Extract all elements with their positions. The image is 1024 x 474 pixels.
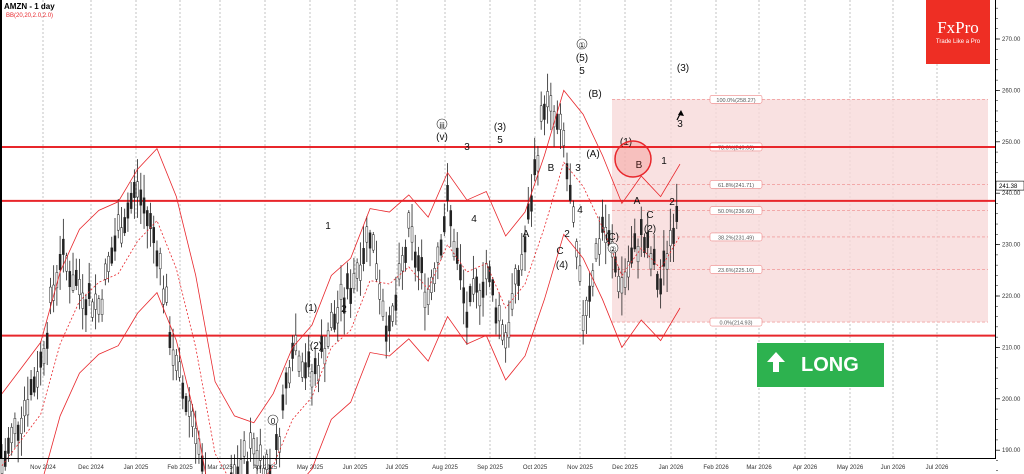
- x-tick-label: Mar 2026: [746, 465, 772, 471]
- y-tick-label: 190.00: [1002, 448, 1021, 454]
- wave-label: 2: [341, 304, 347, 315]
- y-tick-label: 250.00: [1002, 140, 1021, 146]
- fib-label: 23.6%(225.16): [718, 268, 754, 274]
- y-tick-label: 270.00: [1002, 37, 1021, 43]
- wave-label: 0: [271, 417, 276, 426]
- y-tick-label: 260.00: [1002, 88, 1021, 94]
- wave-label: (A): [586, 149, 599, 160]
- wave-label: 3: [677, 119, 683, 130]
- wave-label: (5): [576, 53, 588, 64]
- y-tick-label: 230.00: [1002, 243, 1021, 249]
- plot-border: [0, 0, 996, 459]
- x-tick-label: Mar 2025: [207, 465, 233, 471]
- x-tick-label: May 2026: [837, 465, 864, 471]
- wave-label: B: [636, 160, 643, 171]
- bollinger-band: [43, 233, 681, 474]
- wave-label: (4): [556, 260, 568, 271]
- wave-label: (C): [605, 232, 619, 243]
- wave-label: 5: [497, 135, 503, 146]
- wave-label: (B): [588, 89, 601, 100]
- arrow-up-icon: [767, 352, 785, 378]
- x-tick-label: Sep 2025: [477, 465, 503, 471]
- wave-label: (2): [644, 224, 656, 235]
- wave-label: 2: [669, 197, 675, 208]
- wave-label: (1): [305, 303, 317, 314]
- x-tick-label: Jun 2026: [881, 465, 906, 471]
- wave-label-circle: [576, 38, 588, 50]
- wave-label: 3: [464, 142, 470, 153]
- x-tick-label: Jan 2026: [659, 465, 684, 471]
- x-tick-label: Nov 2024: [30, 465, 56, 471]
- fib-label: 50.0%(236.60): [718, 209, 754, 215]
- wave-label-circle: [436, 118, 448, 130]
- wave-label: 5: [579, 66, 585, 77]
- wave-label-circle: [607, 242, 619, 254]
- x-tick-label: Nov 2025: [567, 465, 593, 471]
- x-tick-label: Jun 2025: [343, 465, 368, 471]
- wave-label: A: [634, 196, 641, 207]
- x-tick-label: Apr 2026: [793, 465, 818, 471]
- x-tick-label: Aug 2025: [432, 465, 458, 471]
- x-tick-label: Apr 2025: [253, 465, 278, 471]
- bollinger-band: [1, 89, 681, 424]
- wave-label: (3): [494, 122, 506, 133]
- x-tick-label: Feb 2026: [703, 465, 729, 471]
- fxpro-logo: FxPro Trade Like a Pro: [926, 0, 990, 64]
- x-tick-label: Oct 2025: [523, 465, 548, 471]
- wave-label: (3): [677, 63, 689, 74]
- long-signal-badge: LONG: [757, 343, 884, 387]
- current-price-label: 241.38: [999, 184, 1018, 190]
- y-tick-label: 210.00: [1002, 345, 1021, 351]
- bollinger-band: [1, 161, 681, 474]
- x-tick-label: Jan 2025: [124, 465, 149, 471]
- wave-label: C: [556, 246, 563, 257]
- wave-label: 4: [577, 205, 583, 216]
- wave-label: ②: [609, 245, 616, 254]
- signal-label: LONG: [801, 353, 859, 376]
- logo-brand: FxPro: [937, 18, 979, 37]
- indicator-label: BB(20,20,2.0,2.0): [6, 13, 54, 19]
- highlight-circle: [614, 140, 652, 178]
- fib-label: 61.8%(241.71): [718, 183, 754, 189]
- chart-title: AMZN - 1 day: [4, 2, 55, 11]
- wave-label: (v): [436, 132, 448, 143]
- x-tick-label: Dec 2024: [78, 465, 104, 471]
- fib-label: 0.0%(214.93): [719, 321, 752, 327]
- fib-label: 100.0%(258.27): [716, 98, 755, 104]
- wave-label: C: [646, 210, 653, 221]
- y-tick-label: 220.00: [1002, 294, 1021, 300]
- wave-label: 1: [661, 156, 667, 167]
- wave-label: B: [548, 163, 555, 174]
- wave-label: 4: [471, 214, 477, 225]
- wave-label: iii: [439, 121, 445, 130]
- x-tick-label: Jul 2026: [926, 465, 949, 471]
- x-tick-label: Jul 2025: [386, 465, 409, 471]
- x-tick-label: May 2025: [297, 465, 324, 471]
- wave-label: ①: [578, 41, 585, 50]
- wave-label: 3: [575, 163, 581, 174]
- wave-label: 1: [325, 221, 331, 232]
- y-tick-label: 240.00: [1002, 191, 1021, 197]
- y-tick-label: 200.00: [1002, 397, 1021, 403]
- wave-label: 2: [564, 229, 570, 240]
- logo-tagline: Trade Like a Pro: [935, 39, 981, 45]
- fib-label: 78.6%(249.00): [718, 145, 754, 151]
- current-price-tag: [995, 180, 1024, 191]
- x-tick-label: Feb 2025: [167, 465, 193, 471]
- fib-label: 38.2%(231.49): [718, 235, 754, 241]
- wave-label-circle: [267, 414, 279, 426]
- wave-label: (2): [310, 341, 322, 352]
- wave-label: A: [523, 229, 530, 240]
- x-tick-label: Dec 2025: [612, 465, 638, 471]
